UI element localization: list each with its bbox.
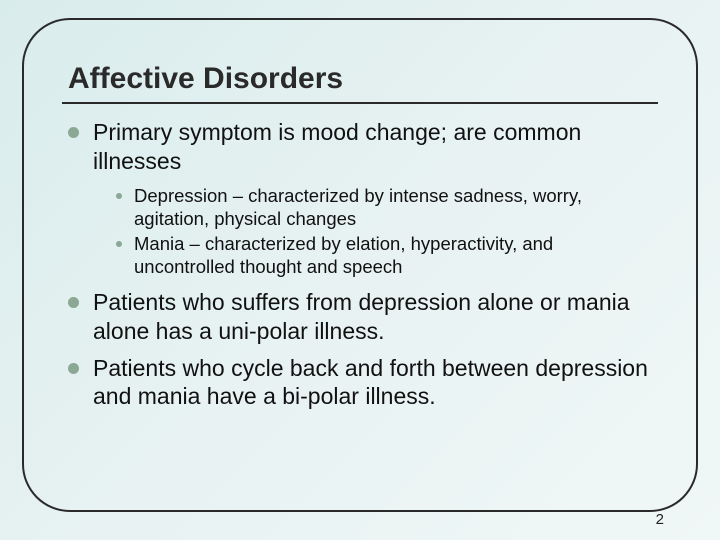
page-number: 2 — [656, 511, 664, 528]
title-underline — [62, 102, 658, 104]
bullet-icon — [68, 297, 79, 308]
bullet-list: Primary symptom is mood change; are comm… — [62, 118, 658, 411]
list-item: Patients who cycle back and forth betwee… — [68, 354, 658, 412]
list-item-text: Patients who suffers from depression alo… — [93, 288, 658, 346]
list-item-text: Primary symptom is mood change; are comm… — [93, 118, 658, 176]
slide-frame: Affective Disorders Primary symptom is m… — [22, 18, 698, 512]
slide-title: Affective Disorders — [68, 62, 658, 96]
bullet-icon — [68, 127, 79, 138]
list-item-text: Patients who cycle back and forth betwee… — [93, 354, 658, 412]
sub-bullet-list: Depression – characterized by intense sa… — [68, 184, 658, 279]
sub-bullet-icon — [116, 193, 122, 199]
sub-list-item: Depression – characterized by intense sa… — [116, 184, 658, 230]
sub-bullet-icon — [116, 241, 122, 247]
sub-list-item-text: Depression – characterized by intense sa… — [134, 184, 658, 230]
sub-list-item: Mania – characterized by elation, hypera… — [116, 232, 658, 278]
bullet-icon — [68, 363, 79, 374]
list-item: Patients who suffers from depression alo… — [68, 288, 658, 346]
list-item: Primary symptom is mood change; are comm… — [68, 118, 658, 176]
sub-list-item-text: Mania – characterized by elation, hypera… — [134, 232, 658, 278]
